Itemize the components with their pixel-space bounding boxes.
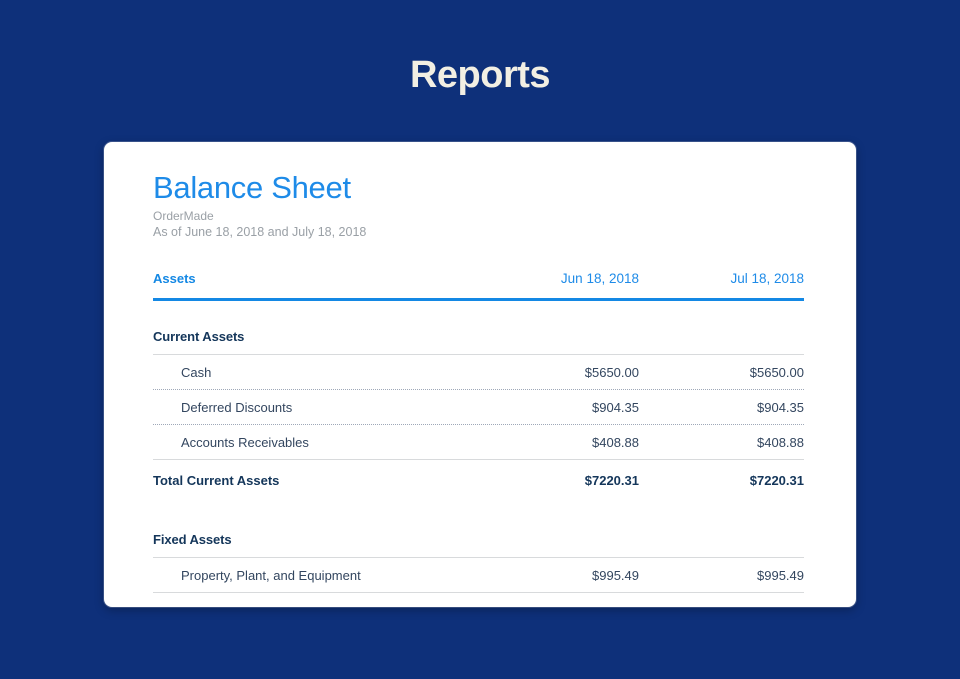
balance-sheet-table: Assets Jun 18, 2018 Jul 18, 2018 Current… xyxy=(153,271,804,593)
table-row-total-current-assets: Total Current Assets $7220.31 $7220.31 xyxy=(153,460,804,500)
section-heading-label: Fixed Assets xyxy=(153,532,232,547)
column-header-assets: Assets xyxy=(153,271,196,286)
total-value-jul: $7220.31 xyxy=(749,472,804,488)
report-date-range: As of June 18, 2018 and July 18, 2018 xyxy=(153,225,367,239)
table-row-accounts-receivables: Accounts Receivables $408.88 $408.88 xyxy=(153,425,804,460)
total-value-jun: $7220.31 xyxy=(584,472,639,488)
table-header-row: Assets Jun 18, 2018 Jul 18, 2018 xyxy=(153,271,804,301)
table-row-cash: Cash $5650.00 $5650.00 xyxy=(153,355,804,390)
row-label: Accounts Receivables xyxy=(181,434,309,450)
row-value-jun: $5650.00 xyxy=(584,364,639,380)
row-value-jul: $408.88 xyxy=(757,434,804,450)
row-value-jul: $5650.00 xyxy=(749,364,804,380)
report-title: Balance Sheet xyxy=(153,170,351,205)
section-heading-fixed-assets: Fixed Assets xyxy=(153,532,804,558)
section-heading-label: Current Assets xyxy=(153,329,245,344)
row-value-jul: $904.35 xyxy=(757,399,804,415)
row-value-jun: $904.35 xyxy=(592,399,639,415)
column-header-date-2: Jul 18, 2018 xyxy=(730,271,804,286)
row-value-jun: $995.49 xyxy=(592,567,639,583)
total-row-label: Total Current Assets xyxy=(153,472,280,488)
section-heading-current-assets: Current Assets xyxy=(153,329,804,355)
page-title: Reports xyxy=(409,54,551,96)
row-label: Deferred Discounts xyxy=(181,399,293,415)
column-header-date-1: Jun 18, 2018 xyxy=(560,271,639,286)
report-company-name: OrderMade xyxy=(153,209,214,223)
row-value-jun: $408.88 xyxy=(592,434,639,450)
table-row-deferred-discounts: Deferred Discounts $904.35 $904.35 xyxy=(153,390,804,425)
balance-sheet-card: Balance Sheet OrderMade As of June 18, 2… xyxy=(104,142,856,607)
row-label: Property, Plant, and Equipment xyxy=(181,567,361,583)
row-value-jul: $995.49 xyxy=(757,567,804,583)
table-row-property-plant-equipment: Property, Plant, and Equipment $995.49 $… xyxy=(153,558,804,593)
row-label: Cash xyxy=(181,364,212,380)
